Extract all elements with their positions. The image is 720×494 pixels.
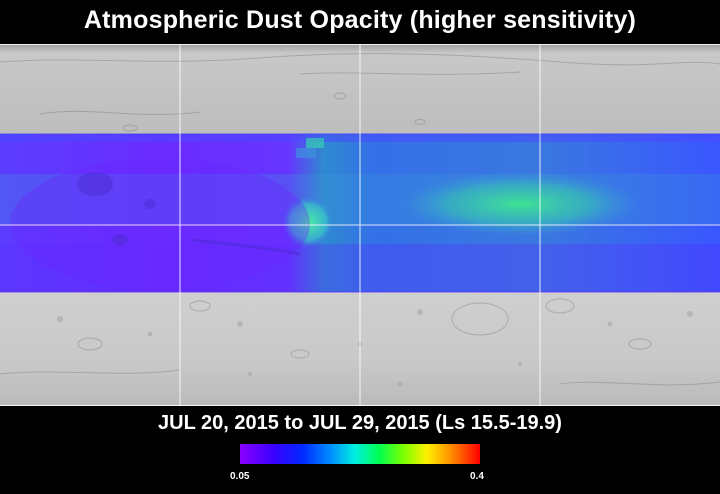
dust-patch-east bbox=[400, 172, 640, 236]
colorbar-max-label: 0.4 bbox=[470, 471, 484, 482]
mars-map bbox=[0, 44, 720, 406]
colorbar bbox=[240, 444, 480, 464]
dust-patch-central bbox=[282, 196, 334, 248]
map-canvas bbox=[0, 44, 720, 406]
colorbar-min-label: 0.05 bbox=[230, 471, 250, 482]
map-title: Atmospheric Dust Opacity (higher sensiti… bbox=[83, 6, 637, 34]
date-range-label: JUL 20, 2015 to JUL 29, 2015 (Ls 15.5-19… bbox=[158, 412, 562, 434]
terrain-texture bbox=[0, 53, 720, 386]
lat-lon-grid bbox=[0, 44, 720, 406]
